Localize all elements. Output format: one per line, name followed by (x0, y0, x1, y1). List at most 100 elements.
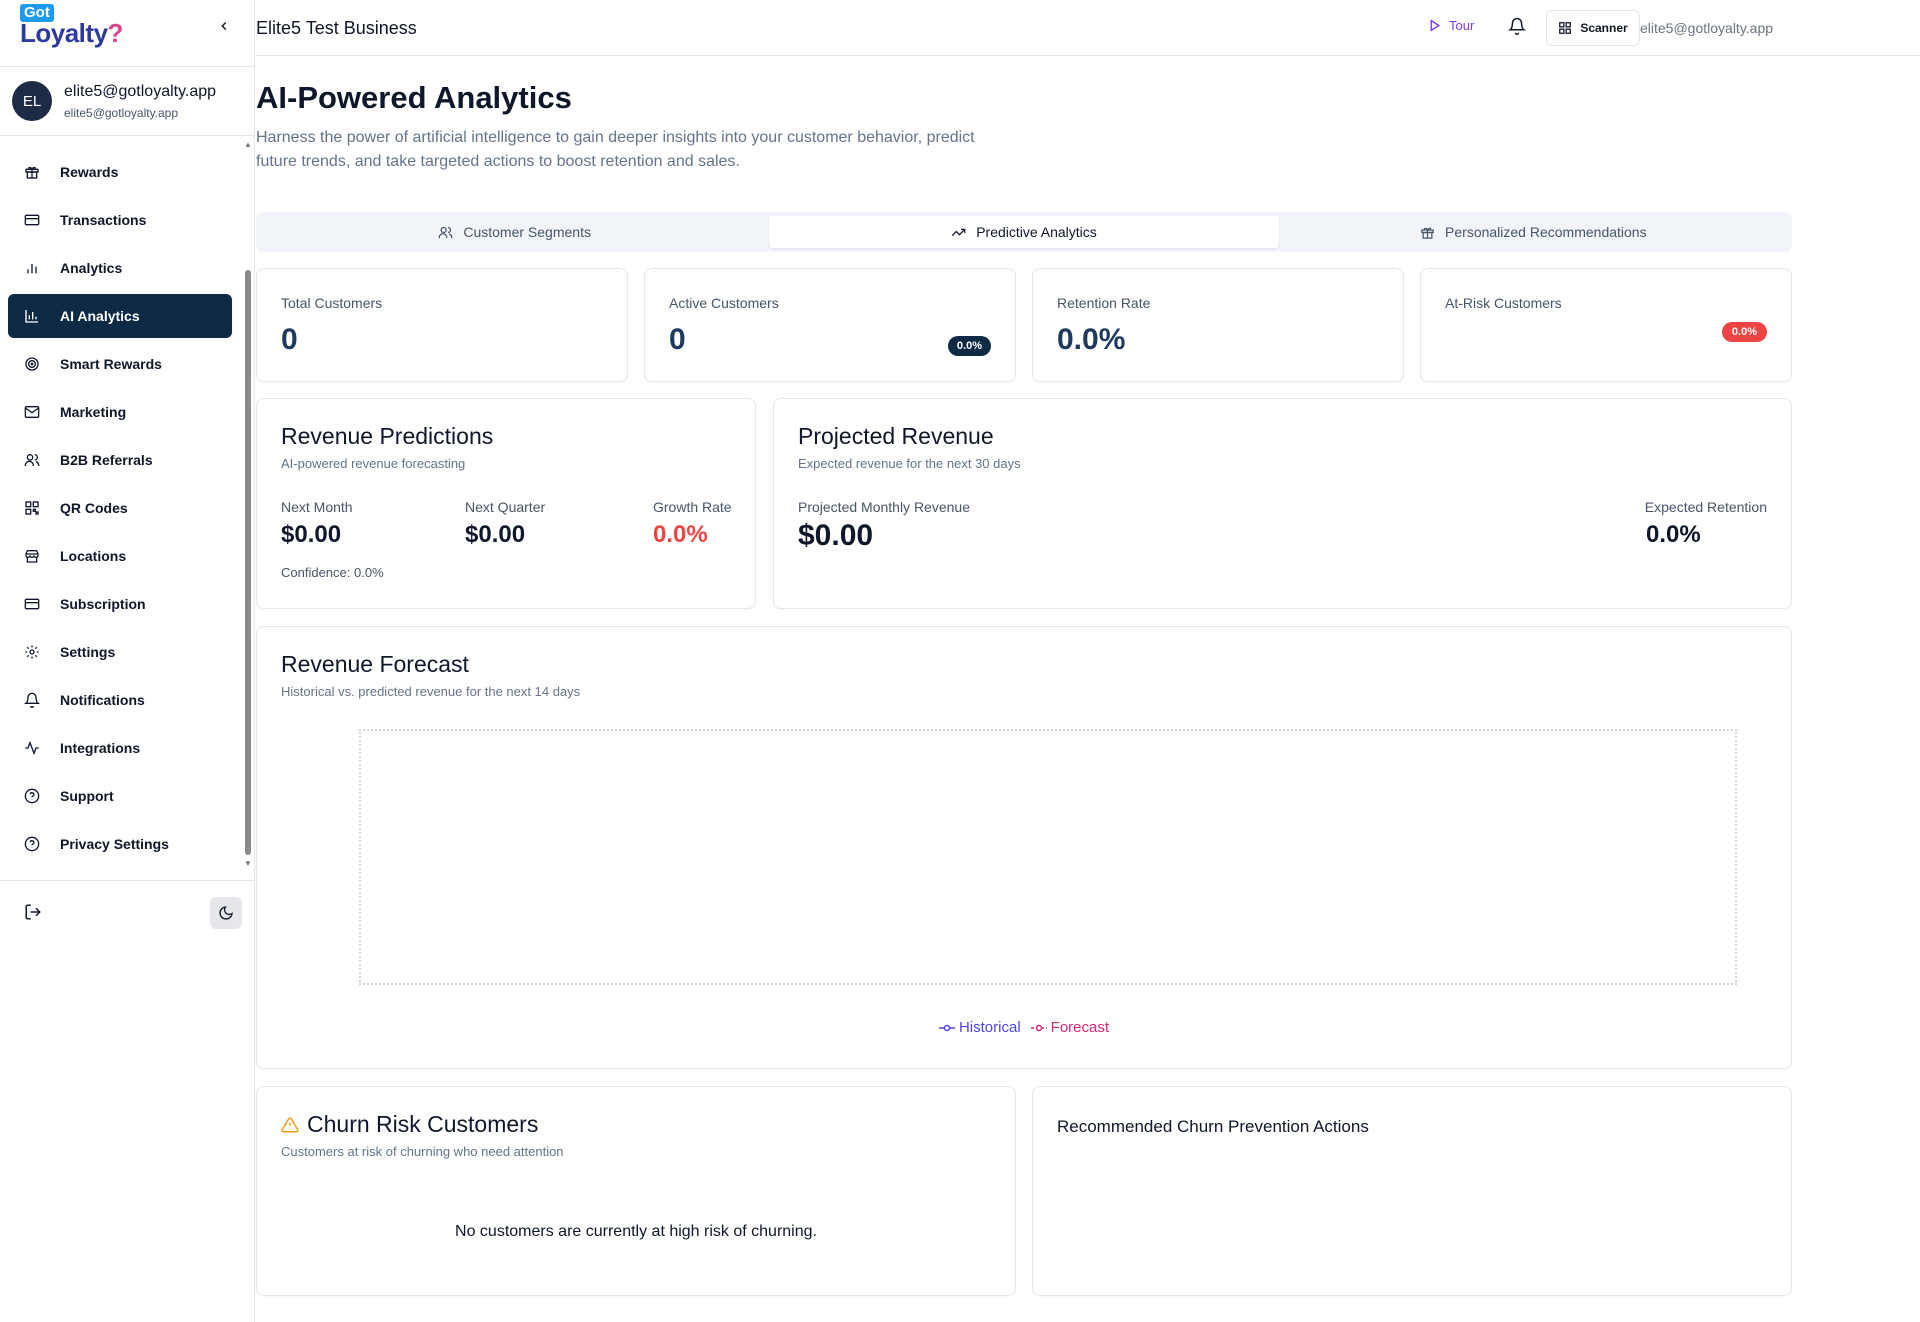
empty-state-message: No customers are currently at high risk … (455, 1223, 817, 1240)
sidebar-item-notifications[interactable]: Notifications (8, 678, 232, 722)
sidebar-item-rewards[interactable]: Rewards (8, 150, 232, 194)
bar-chart-icon (24, 260, 40, 276)
sidebar-item-label: Privacy Settings (60, 836, 169, 852)
sidebar-item-qr-codes[interactable]: QR Codes (8, 486, 232, 530)
tab-customer-segments[interactable]: Customer Segments (260, 216, 769, 248)
kpi-value: 0 (281, 323, 298, 356)
revenue-predictions-card: Revenue Predictions AI-powered revenue f… (256, 398, 756, 609)
help-icon (24, 788, 40, 804)
bell-icon[interactable] (1507, 17, 1528, 37)
scrollbar-thumb[interactable] (245, 270, 251, 855)
card-title: Revenue Forecast (281, 651, 469, 677)
logo-loyalty-text: Loyalty? (20, 18, 123, 48)
activity-icon (24, 740, 40, 756)
legend-forecast[interactable]: Forecast (1030, 1019, 1109, 1036)
line-dot-icon (1030, 1024, 1047, 1031)
qr-icon (24, 500, 40, 516)
sidebar-item-label: Smart Rewards (60, 356, 162, 372)
target-icon (24, 356, 40, 372)
revenue-forecast-card: Revenue Forecast Historical vs. predicte… (256, 626, 1792, 1069)
avatar: EL (12, 81, 52, 121)
grid-icon (1559, 22, 1572, 34)
kpi-label: Total Customers (281, 295, 383, 311)
next-quarter-label: Next Quarter (465, 499, 546, 515)
sidebar-item-label: Notifications (60, 692, 145, 708)
trending-up-icon (951, 228, 966, 236)
sidebar-item-privacy-settings[interactable]: Privacy Settings (8, 822, 232, 866)
card-icon (24, 212, 40, 228)
card-subtitle: Expected revenue for the next 30 days (798, 456, 1021, 471)
tour-button[interactable]: Tour (1428, 18, 1474, 33)
sidebar-item-analytics[interactable]: Analytics (8, 246, 232, 290)
logo-question-mark: ? (107, 18, 124, 48)
mail-icon (24, 404, 40, 420)
tab-personalized-recommendations[interactable]: Personalized Recommendations (1279, 216, 1788, 248)
sidebar-item-label: Integrations (60, 740, 141, 756)
tab-label: Customer Segments (463, 224, 591, 240)
next-month-label: Next Month (281, 499, 353, 515)
chart-icon (24, 308, 40, 324)
sidebar-item-label: Settings (60, 644, 116, 660)
header-user-email[interactable]: elite5@gotloyalty.app (1640, 20, 1774, 36)
card-subtitle: AI-powered revenue forecasting (281, 456, 466, 471)
card-title: Churn Risk Customers (281, 1111, 538, 1138)
gift-icon (24, 164, 40, 180)
sidebar-item-label: Locations (60, 548, 127, 564)
help-icon (24, 836, 40, 852)
forecast-chart-area[interactable] (359, 729, 1737, 985)
scanner-button[interactable]: Scanner (1546, 10, 1640, 46)
legend-historical[interactable]: Historical (938, 1019, 1021, 1036)
gift-icon (1421, 227, 1434, 239)
sidebar-item-support[interactable]: Support (8, 774, 232, 818)
card-title: Projected Revenue (798, 423, 994, 449)
play-icon (1430, 19, 1441, 32)
tab-label: Predictive Analytics (976, 224, 1097, 240)
kpi-label: At-Risk Customers (1445, 295, 1562, 311)
kpi-card-active-customers: Active Customers 0 0.0% (644, 268, 1016, 382)
sidebar-item-ai-analytics[interactable]: AI Analytics (8, 294, 232, 338)
analytics-tabs: Customer Segments Predictive Analytics P… (256, 212, 1792, 252)
status-badge: 0.0% (1721, 322, 1767, 342)
card-title: Revenue Predictions (281, 423, 494, 449)
collapse-sidebar-button[interactable] (214, 16, 234, 36)
churn-actions-card: Recommended Churn Prevention Actions (1032, 1086, 1792, 1296)
sidebar-item-b2b-referrals[interactable]: B2B Referrals (8, 438, 232, 482)
chart-legend: Historical Forecast (257, 1019, 1791, 1036)
sidebar-item-transactions[interactable]: Transactions (8, 198, 232, 242)
kpi-label: Retention Rate (1057, 295, 1151, 311)
kpi-label: Active Customers (669, 295, 779, 311)
sidebar-item-label: Transactions (60, 212, 147, 228)
bell-icon (24, 692, 40, 708)
user-profile[interactable]: EL elite5@gotloyalty.app elite5@gotloyal… (0, 66, 255, 136)
tab-predictive-analytics[interactable]: Predictive Analytics (769, 216, 1279, 248)
chevron-left-icon (221, 21, 227, 31)
sidebar-item-smart-rewards[interactable]: Smart Rewards (8, 342, 232, 386)
projected-revenue-card: Projected Revenue Expected revenue for t… (773, 398, 1792, 609)
sidebar-item-settings[interactable]: Settings (8, 630, 232, 674)
status-badge: 0.0% (947, 336, 991, 356)
sidebar-item-locations[interactable]: Locations (8, 534, 232, 578)
sidebar-nav: Rewards Transactions Analytics AI Analyt… (8, 150, 232, 870)
scroll-down-icon[interactable]: ▼ (244, 859, 252, 868)
scroll-up-icon[interactable]: ▲ (244, 140, 252, 149)
next-month-value: $0.00 (281, 521, 342, 548)
app-logo[interactable]: Got Loyalty? (20, 4, 123, 50)
sidebar-item-integrations[interactable]: Integrations (8, 726, 232, 770)
theme-toggle-button[interactable] (210, 897, 242, 929)
warning-icon (281, 1116, 299, 1132)
moon-icon (219, 906, 233, 920)
sidebar-item-label: AI Analytics (60, 308, 140, 324)
card-icon (24, 596, 40, 612)
card-subtitle: Historical vs. predicted revenue for the… (281, 684, 581, 699)
user-email: elite5@gotloyalty.app (64, 106, 179, 120)
sidebar-item-marketing[interactable]: Marketing (8, 390, 232, 434)
scanner-label: Scanner (1580, 21, 1628, 35)
sidebar: Got Loyalty? EL elite5@gotloyalty.app el… (0, 0, 255, 1322)
growth-rate-value: 0.0% (653, 521, 708, 548)
sidebar-item-subscription[interactable]: Subscription (8, 582, 232, 626)
line-dot-icon (938, 1024, 955, 1031)
sidebar-scrollbar[interactable]: ▲ ▼ (244, 140, 252, 868)
sidebar-item-label: B2B Referrals (60, 452, 153, 468)
logout-icon[interactable] (24, 903, 42, 921)
sidebar-item-label: Support (60, 788, 114, 804)
